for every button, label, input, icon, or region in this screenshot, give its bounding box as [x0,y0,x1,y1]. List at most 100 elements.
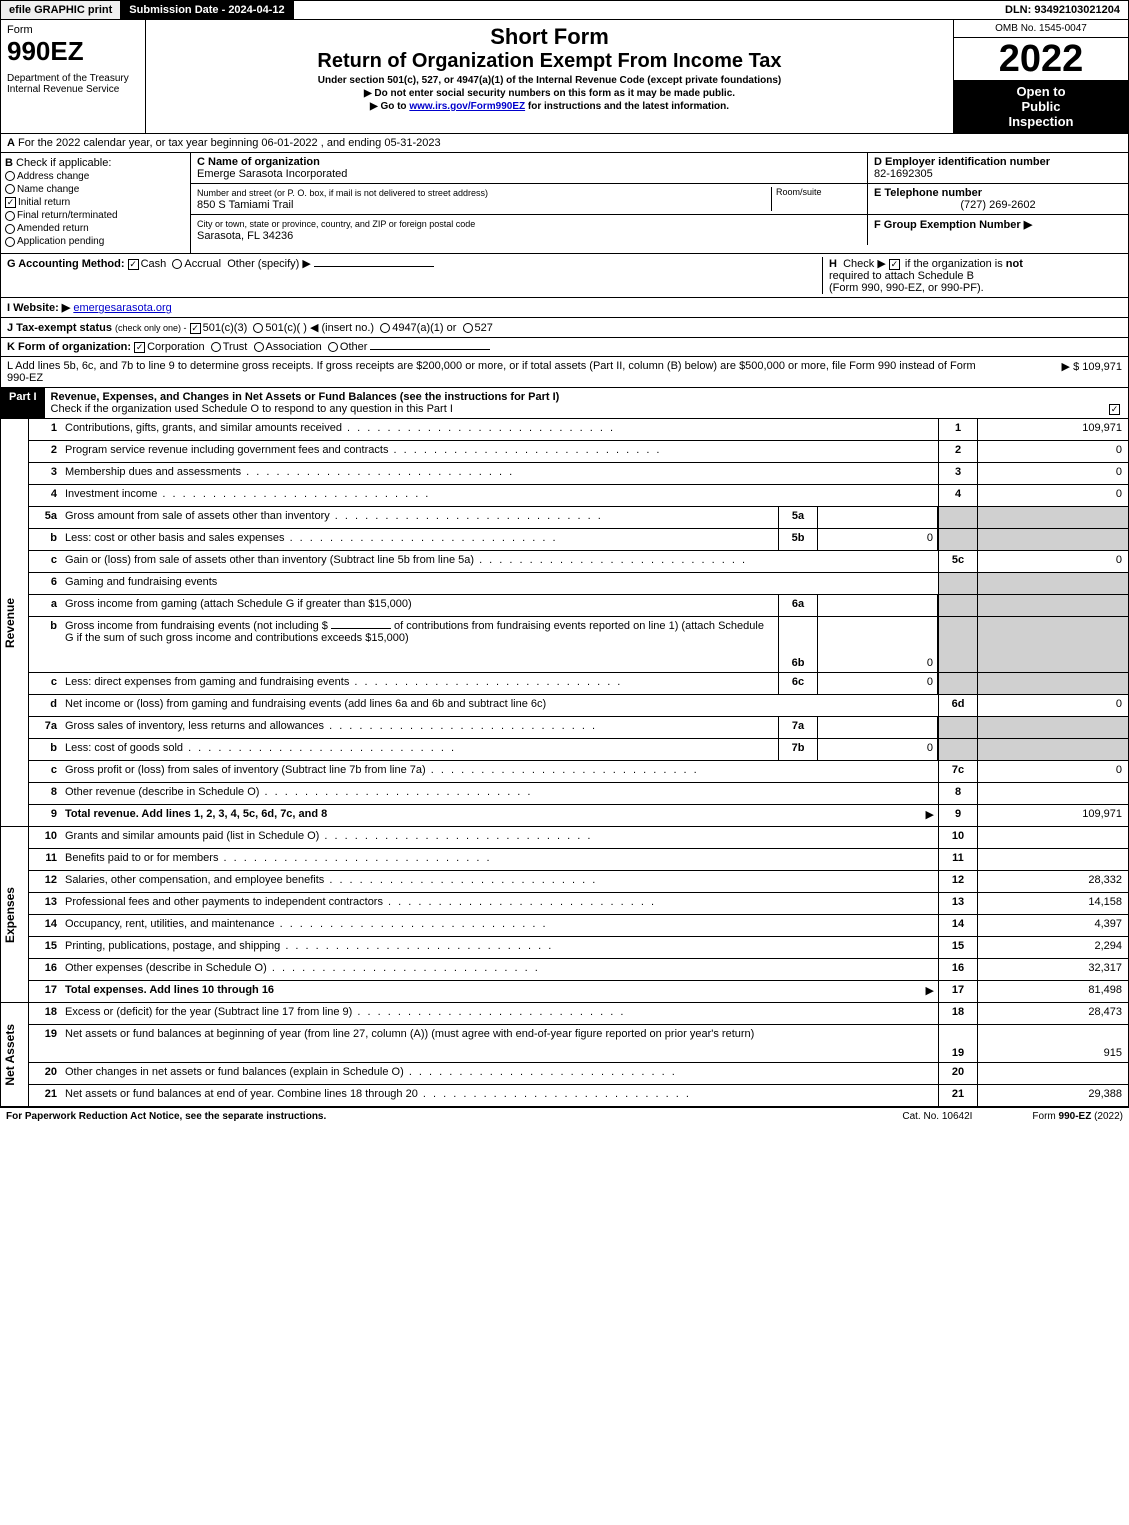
line-2-desc: Program service revenue including govern… [61,441,938,462]
chk-4947[interactable] [380,323,390,333]
chk-cash[interactable] [128,259,139,270]
line-4-desc: Investment income [61,485,938,506]
line-17-desc: Total expenses. Add lines 10 through 16 [65,984,274,996]
no-ssn-note: ▶ Do not enter social security numbers o… [150,88,949,99]
line-5b-n: 5b [778,529,818,550]
line-8: 8Other revenue (describe in Schedule O)8 [28,783,1129,805]
chk-trust[interactable] [211,342,221,352]
d-label: D Employer identification number [874,156,1050,168]
chk-initial-return[interactable]: Initial return [5,197,186,208]
chk-h[interactable] [889,259,900,270]
line-5a: 5aGross amount from sale of assets other… [28,507,1129,529]
addr-label: Number and street (or P. O. box, if mail… [197,188,488,198]
j-o1: 501(c)(3) [203,322,248,334]
chk-amended-return[interactable]: Amended return [5,223,186,234]
j-o2: 501(c)( ) ◀ (insert no.) [265,322,374,334]
row-j: J Tax-exempt status (check only one) - 5… [0,318,1129,338]
chk-other-org[interactable] [328,342,338,352]
goto-post: for instructions and the latest informat… [525,101,729,112]
website-link[interactable]: emergesarasota.org [73,302,171,314]
line-7b-val: 0 [818,739,938,760]
line-10: 10Grants and similar amounts paid (list … [28,827,1129,849]
c-name-label: C Name of organization [197,156,320,168]
under-section: Under section 501(c), 527, or 4947(a)(1)… [150,75,949,86]
line-19: 19Net assets or fund balances at beginni… [28,1025,1129,1063]
block-b-to-f: B Check if applicable: Address change Na… [0,153,1129,254]
line-12: 12Salaries, other compensation, and empl… [28,871,1129,893]
line-2: 2Program service revenue including gover… [28,441,1129,463]
line-19-val: 915 [978,1025,1128,1062]
line-16-val: 32,317 [978,959,1128,980]
submission-date: Submission Date - 2024-04-12 [121,1,293,19]
chk-corp[interactable] [134,342,145,353]
line-6c-val: 0 [818,673,938,694]
row-l: L Add lines 5b, 6c, and 7b to line 9 to … [0,357,1129,388]
line-6: 6Gaming and fundraising events [28,573,1129,595]
tab-expenses: Expenses [1,881,19,949]
l-text: L Add lines 5b, 6c, and 7b to line 9 to … [7,360,982,384]
line-12-val: 28,332 [978,871,1128,892]
omb-number: OMB No. 1545-0047 [954,20,1128,38]
line-14-desc: Occupancy, rent, utilities, and maintena… [61,915,938,936]
chk-schedule-o[interactable] [1109,404,1120,415]
line-19-desc: Net assets or fund balances at beginning… [61,1025,938,1062]
h-label: H [829,258,837,270]
line-5a-desc: Gross amount from sale of assets other t… [61,507,778,528]
footer-left: For Paperwork Reduction Act Notice, see … [6,1111,326,1122]
row-k: K Form of organization: Corporation Trus… [0,338,1129,357]
city-label: City or town, state or province, country… [197,219,475,229]
short-form-title: Short Form [150,24,949,50]
line-13-desc: Professional fees and other payments to … [61,893,938,914]
line-7b-desc: Less: cost of goods sold [61,739,778,760]
chk-501c[interactable] [253,323,263,333]
main-title: Return of Organization Exempt From Incom… [150,50,949,73]
line-5a-val [818,507,938,528]
chk-accrual[interactable] [172,259,182,269]
line-13-val: 14,158 [978,893,1128,914]
top-bar: efile GRAPHIC print Submission Date - 20… [0,0,1129,20]
part-i-heading: Revenue, Expenses, and Changes in Net As… [51,391,560,403]
line-7a: 7aGross sales of inventory, less returns… [28,717,1129,739]
chk-501c3[interactable] [190,323,201,334]
line-15-val: 2,294 [978,937,1128,958]
chk-lbl-1: Name change [17,184,79,195]
line-9-desc: Total revenue. Add lines 1, 2, 3, 4, 5c,… [65,808,327,820]
line-5b-desc: Less: cost or other basis and sales expe… [61,529,778,550]
chk-name-change[interactable]: Name change [5,184,186,195]
line-4: 4Investment income40 [28,485,1129,507]
line-6a-val [818,595,938,616]
chk-final-return[interactable]: Final return/terminated [5,210,186,221]
line-8-desc: Other revenue (describe in Schedule O) [61,783,938,804]
line-18-val: 28,473 [978,1003,1128,1024]
efile-print-button[interactable]: efile GRAPHIC print [1,1,121,19]
line-7c: cGross profit or (loss) from sales of in… [28,761,1129,783]
chk-527[interactable] [463,323,473,333]
chk-address-change[interactable]: Address change [5,171,186,182]
line-8-val [978,783,1128,804]
part-i-badge: Part I [1,388,45,418]
ein: 82-1692305 [874,168,933,180]
h-t2: if the organization is [905,258,1006,270]
chk-lbl-5: Application pending [17,236,104,247]
irs-link[interactable]: www.irs.gov/Form990EZ [409,101,525,112]
j-o4: 527 [475,322,493,334]
line-7a-desc: Gross sales of inventory, less returns a… [61,717,778,738]
k-label: K Form of organization: [7,341,131,353]
line-6a-desc: Gross income from gaming (attach Schedul… [61,595,778,616]
line-1-desc: Contributions, gifts, grants, and simila… [61,419,938,440]
line-16-desc: Other expenses (describe in Schedule O) [61,959,938,980]
i-label: I Website: ▶ [7,302,70,314]
form-label: Form [7,24,139,36]
chk-lbl-2: Initial return [18,197,70,208]
g-label: G Accounting Method: [7,258,125,270]
chk-application-pending[interactable]: Application pending [5,236,186,247]
line-11: 11Benefits paid to or for members11 [28,849,1129,871]
line-7c-desc: Gross profit or (loss) from sales of inv… [61,761,938,782]
b-label: Check if applicable: [16,157,111,169]
line-21-val: 29,388 [978,1085,1128,1106]
line-10-desc: Grants and similar amounts paid (list in… [61,827,938,848]
line-9: 9Total revenue. Add lines 1, 2, 3, 4, 5c… [28,805,1129,827]
chk-assoc[interactable] [254,342,264,352]
part-i-header: Part I Revenue, Expenses, and Changes in… [0,388,1129,419]
line-6a-n: 6a [778,595,818,616]
